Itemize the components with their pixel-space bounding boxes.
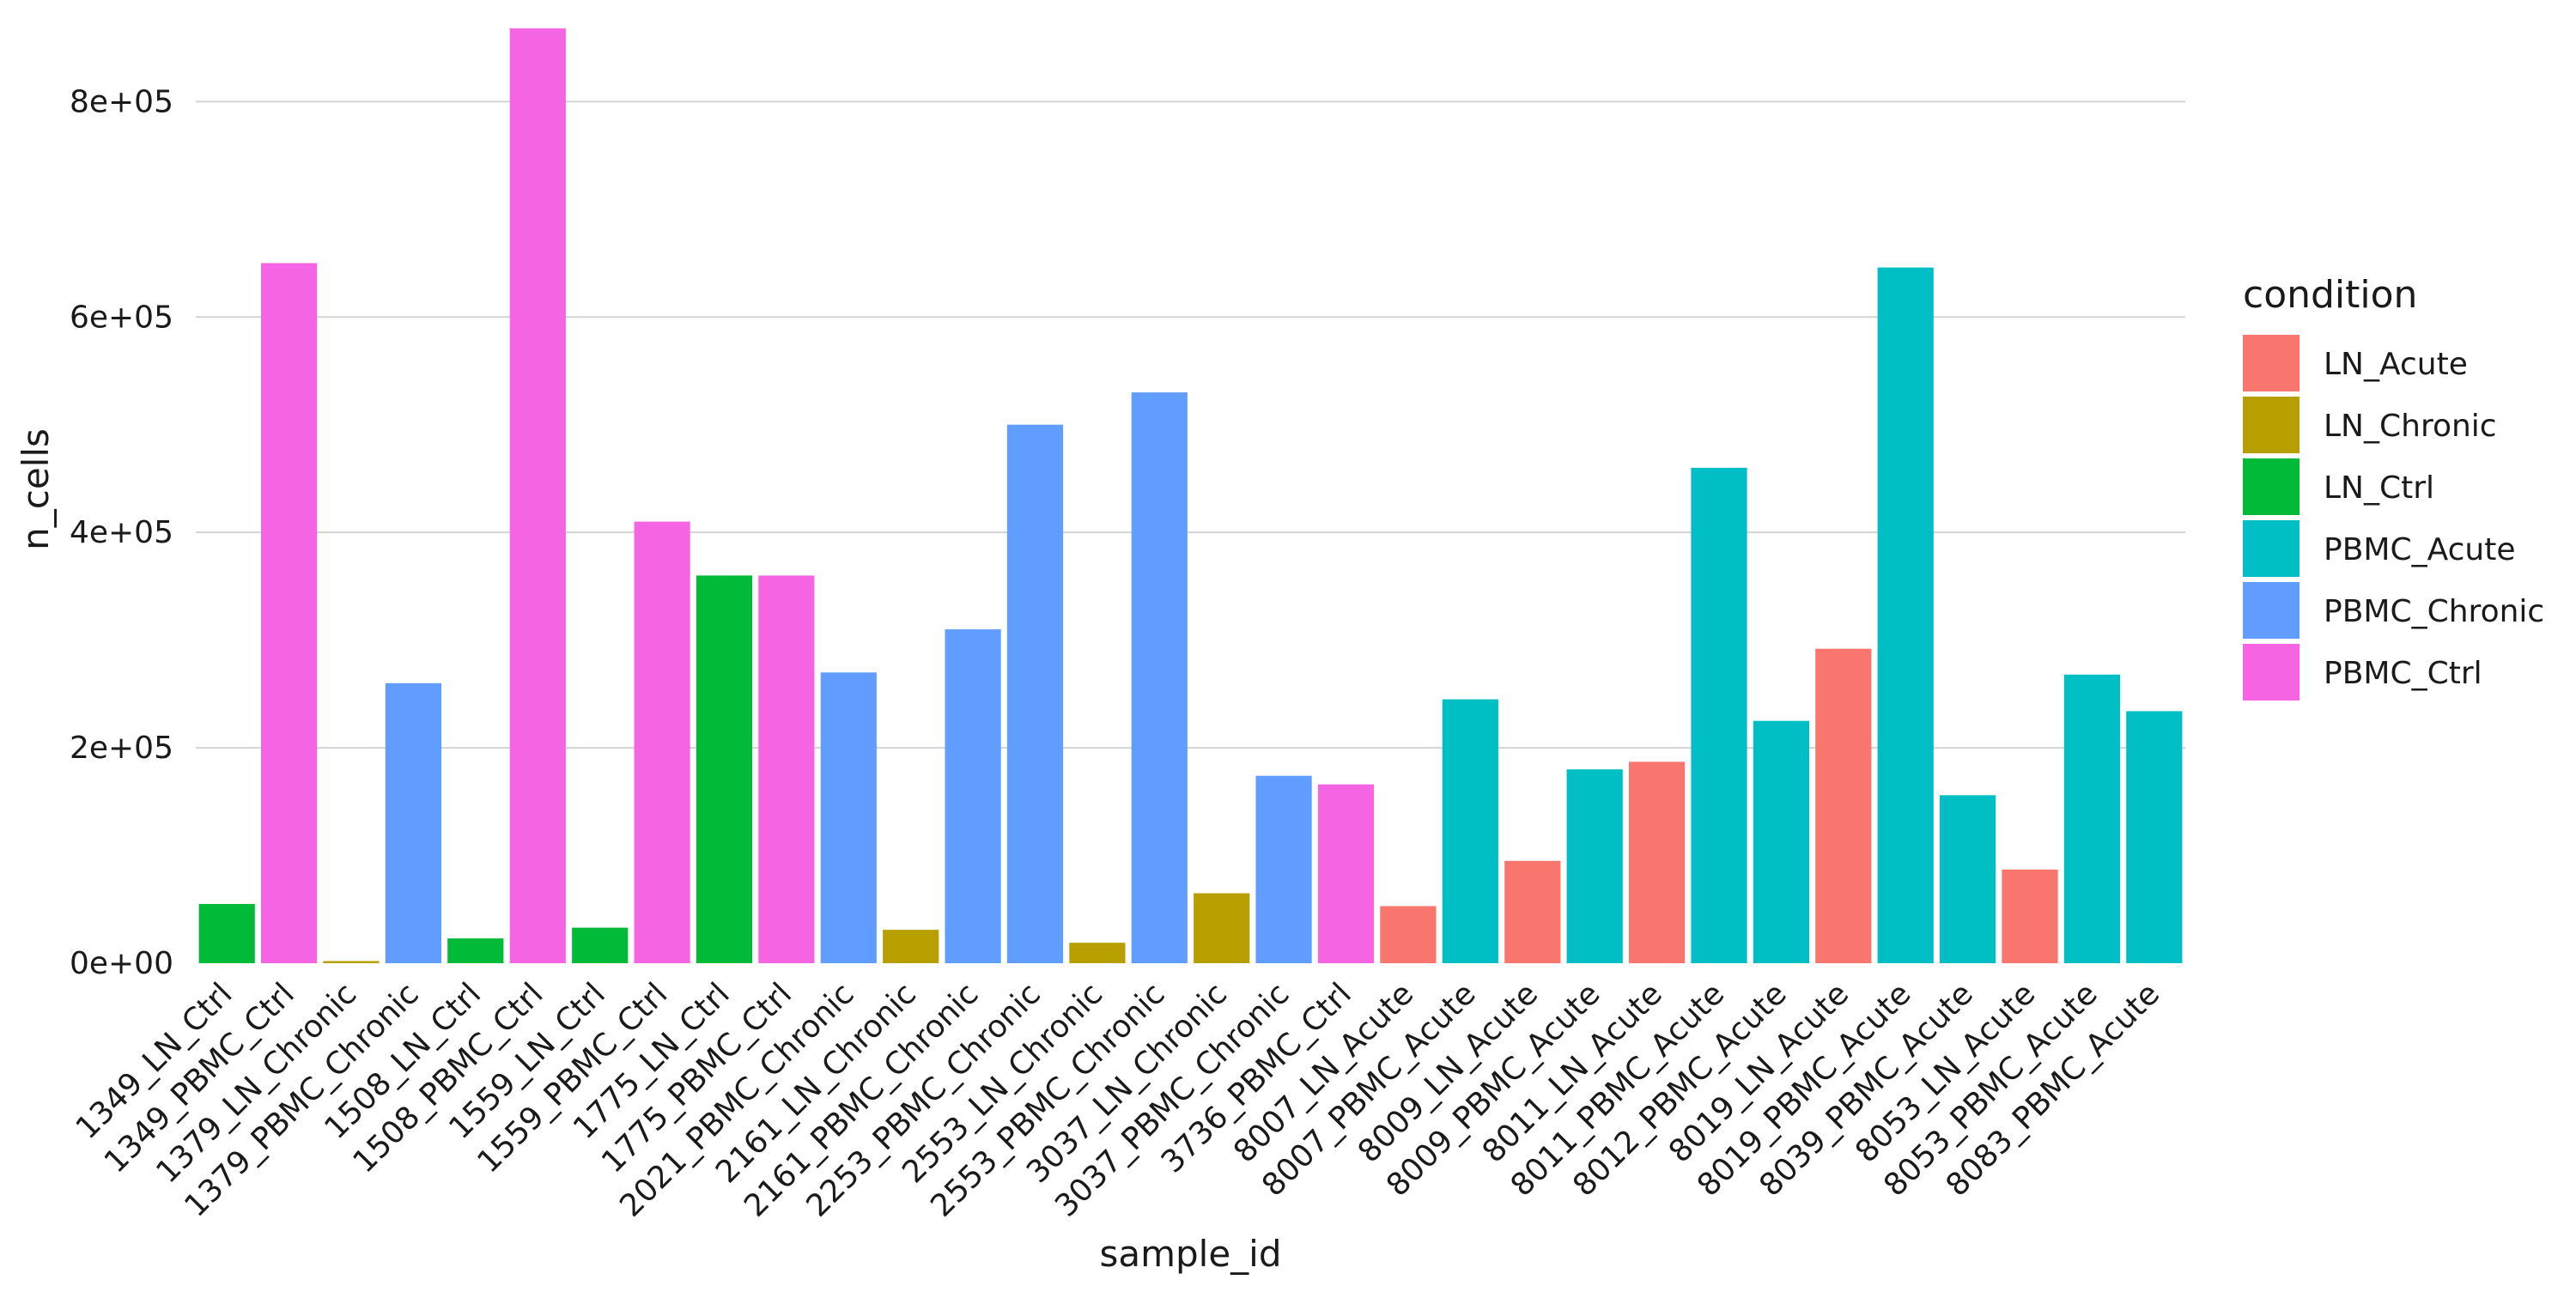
bar-8019_PBMC_Acute (1877, 267, 1934, 964)
bar-8012_PBMC_Acute (1753, 720, 1809, 963)
bar-2161_LN_Chronic (883, 930, 939, 963)
bar-8083_PBMC_Acute (2126, 711, 2183, 963)
bar-1349_PBMC_Ctrl (261, 263, 318, 963)
legend-key-PBMC_Acute (2243, 520, 2300, 577)
y-tick-label: 6e+05 (70, 300, 173, 335)
legend-key-LN_Chronic (2243, 397, 2300, 453)
bar-2253_PBMC_Chronic (1006, 424, 1064, 963)
bar-1775_PBMC_Ctrl (758, 575, 815, 963)
bar-2553_PBMC_Chronic (1131, 392, 1188, 964)
bar-1379_PBMC_Chronic (385, 682, 441, 963)
legend-label-LN_Acute: LN_Acute (2324, 347, 2468, 382)
bar-8011_LN_Acute (1629, 761, 1686, 963)
bar-1349_LN_Ctrl (198, 904, 255, 963)
bar-8009_LN_Acute (1504, 860, 1561, 963)
y-tick-label: 2e+05 (70, 731, 173, 766)
bar-3736_PBMC_Ctrl (1317, 784, 1375, 963)
bar-8007_LN_Acute (1380, 906, 1437, 963)
bar-8007_PBMC_Acute (1442, 699, 1498, 963)
bar-1508_LN_Ctrl (447, 938, 504, 963)
y-tick-label: 4e+05 (70, 515, 173, 550)
bar-2161_PBMC_Chronic (945, 629, 1001, 963)
bars (198, 28, 2183, 964)
x-axis-ticks: 1349_LN_Ctrl1349_PBMC_Ctrl1379_LN_Chroni… (70, 976, 2166, 1223)
bar-2553_LN_Chronic (1069, 943, 1126, 963)
legend-label-PBMC_Chronic: PBMC_Chronic (2324, 594, 2544, 629)
legend-label-LN_Chronic: LN_Chronic (2324, 409, 2497, 444)
legend-key-LN_Ctrl (2243, 458, 2300, 515)
legend-label-LN_Ctrl: LN_Ctrl (2324, 470, 2434, 506)
y-tick-label: 8e+05 (70, 84, 173, 119)
bar-3037_LN_Chronic (1194, 893, 1250, 963)
bar-8011_PBMC_Acute (1691, 467, 1747, 963)
legend-label-PBMC_Ctrl: PBMC_Ctrl (2324, 656, 2482, 691)
bar-8009_PBMC_Acute (1566, 769, 1623, 963)
legend: condition LN_Acute LN_Chronic LN_Ctrl PBMC_… (2243, 273, 2544, 701)
y-axis-title: n_cells (15, 428, 57, 550)
bar-3037_PBMC_Chronic (1255, 775, 1312, 963)
bar-8019_LN_Acute (1815, 648, 1872, 963)
y-tick-label: 0e+00 (70, 946, 173, 981)
bar-1379_LN_Chronic (323, 961, 380, 963)
bar-8053_LN_Acute (2002, 869, 2058, 963)
legend-key-PBMC_Chronic (2243, 582, 2300, 639)
bar-1559_PBMC_Ctrl (634, 521, 690, 963)
x-axis-title: sample_id (1099, 1233, 1281, 1275)
legend-key-PBMC_Ctrl (2243, 644, 2300, 701)
bar-1559_LN_Ctrl (572, 927, 629, 963)
bar-8053_PBMC_Acute (2063, 674, 2120, 963)
legend-key-LN_Acute (2243, 335, 2300, 391)
legend-title: condition (2243, 273, 2417, 317)
bar-1775_LN_Ctrl (696, 575, 753, 963)
bar-2021_PBMC_Chronic (820, 672, 877, 963)
bar-8039_PBMC_Acute (1940, 795, 1996, 963)
bar-1508_PBMC_Ctrl (509, 28, 566, 964)
y-axis-ticks: 0e+00 2e+05 4e+05 6e+05 8e+05 (70, 84, 173, 981)
legend-label-PBMC_Acute: PBMC_Acute (2324, 532, 2515, 567)
